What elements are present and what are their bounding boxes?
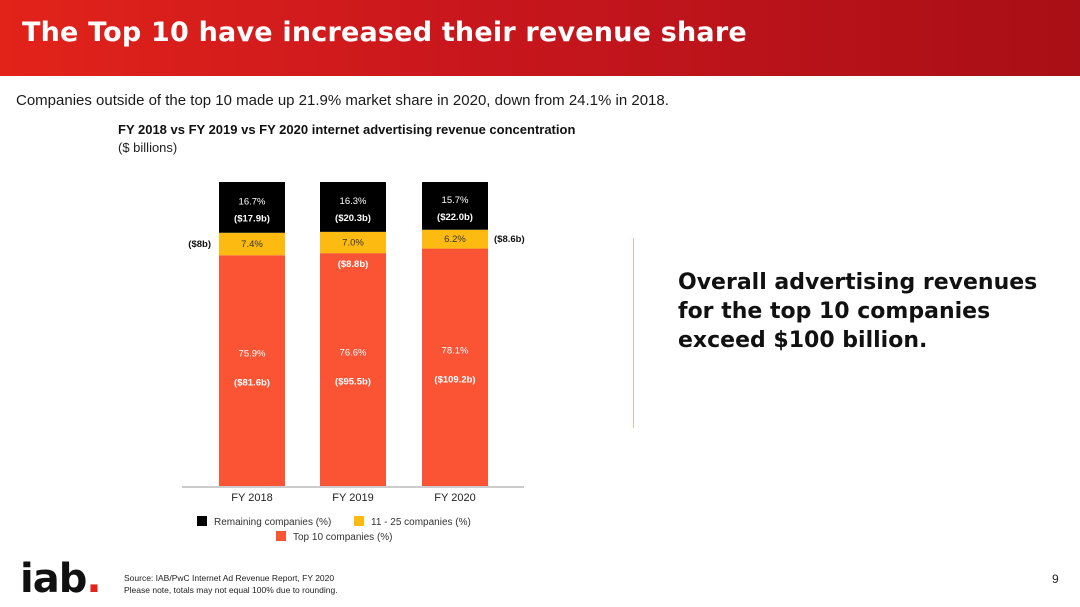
legend-swatch	[354, 516, 364, 526]
source-note: Source: IAB/PwC Internet Ad Revenue Repo…	[124, 572, 338, 596]
data-label-remaining-amount: ($22.0b)	[437, 212, 473, 223]
data-label-top10-pct: 76.6%	[340, 348, 367, 359]
data-label-mid-amount: ($8b)	[188, 239, 211, 250]
bar-segment-1-3	[422, 248, 488, 486]
data-label-mid-amount: ($8.6b)	[494, 234, 525, 245]
data-label-mid-pct: 7.4%	[241, 239, 263, 250]
data-label-top10-amount: ($81.6b)	[234, 378, 270, 389]
chart-title: FY 2018 vs FY 2019 vs FY 2020 internet a…	[118, 122, 576, 137]
bar-segment-2-1	[219, 232, 285, 256]
header-banner: The Top 10 have increased their revenue …	[0, 0, 1080, 76]
x-tick-label: FY 2019	[332, 492, 373, 504]
chart-unit: ($ billions)	[118, 140, 178, 155]
data-label-top10-pct: 75.9%	[239, 349, 266, 360]
slide-title: The Top 10 have increased their revenue …	[22, 17, 747, 48]
legend-label: Remaining companies (%)	[214, 517, 331, 528]
bar-segment-1-2	[320, 253, 386, 486]
legend-label: 11 - 25 companies (%)	[371, 517, 471, 528]
x-tick-label: FY 2018	[231, 492, 272, 504]
x-tick-label: FY 2020	[434, 492, 475, 504]
iab-logo: iab.	[20, 556, 102, 602]
data-label-top10-pct: 78.1%	[442, 345, 469, 356]
data-label-remaining-pct: 16.3%	[340, 196, 367, 207]
bar-segment-3-1	[219, 182, 285, 233]
slide-subtitle: Companies outside of the top 10 made up …	[16, 92, 669, 109]
source-line-2: Please note, totals may not equal 100% d…	[124, 585, 338, 595]
bar-segment-2-2	[320, 231, 386, 254]
logo-dot: .	[86, 556, 101, 602]
data-label-remaining-pct: 15.7%	[442, 195, 469, 206]
data-label-mid-pct: 7.0%	[342, 237, 364, 248]
legend-swatch	[197, 516, 207, 526]
data-label-mid-pct: 6.2%	[444, 234, 466, 245]
callout-text: Overall advertising revenues for the top…	[678, 270, 1038, 353]
data-label-remaining-amount: ($17.9b)	[234, 213, 270, 224]
logo-text: iab	[20, 556, 87, 602]
divider-line	[633, 238, 634, 428]
data-label-top10-amount: ($109.2b)	[434, 374, 475, 385]
data-label-top10-amount: ($95.5b)	[335, 377, 371, 388]
source-line-1: Source: IAB/PwC Internet Ad Revenue Repo…	[124, 573, 335, 583]
bar-segment-3-3	[422, 182, 488, 230]
data-label-mid-amount: ($8.8b)	[338, 259, 369, 270]
page-number: 9	[1052, 572, 1059, 586]
legend-label: Top 10 companies (%)	[293, 532, 393, 543]
bar-segment-3-2	[320, 182, 386, 232]
bar-segment-2-3	[422, 229, 488, 249]
data-label-remaining-amount: ($20.3b)	[335, 213, 371, 224]
data-label-remaining-pct: 16.7%	[239, 196, 266, 207]
legend-swatch	[276, 531, 286, 541]
bar-segment-1-1	[219, 255, 285, 486]
